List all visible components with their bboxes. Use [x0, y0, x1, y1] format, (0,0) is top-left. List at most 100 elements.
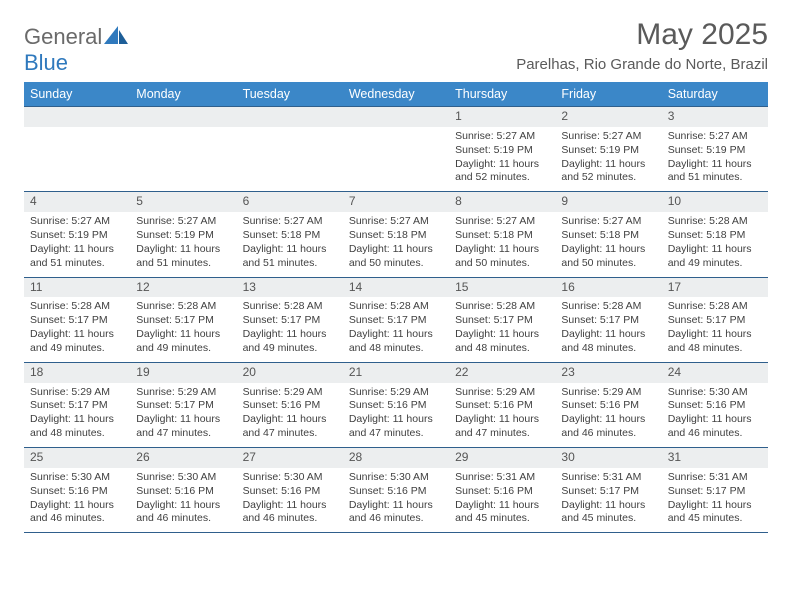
- day-number: 31: [662, 448, 768, 468]
- day-body: Sunrise: 5:29 AMSunset: 5:16 PMDaylight:…: [343, 383, 449, 447]
- day-body: Sunrise: 5:27 AMSunset: 5:18 PMDaylight:…: [237, 212, 343, 276]
- day-number: 15: [449, 278, 555, 298]
- daylight-label: Daylight: 11 hours and 48 minutes.: [561, 328, 655, 356]
- day-body: Sunrise: 5:29 AMSunset: 5:16 PMDaylight:…: [555, 383, 661, 447]
- page-header: General Blue May 2025 Parelhas, Rio Gran…: [24, 18, 768, 76]
- dow-sunday: Sunday: [24, 82, 130, 107]
- day-body: Sunrise: 5:30 AMSunset: 5:16 PMDaylight:…: [130, 468, 236, 532]
- sunrise-label: Sunrise: 5:28 AM: [455, 300, 549, 314]
- day-number: 13: [237, 278, 343, 298]
- day-number: 9: [555, 192, 661, 212]
- daylight-label: Daylight: 11 hours and 50 minutes.: [561, 243, 655, 271]
- month-title: May 2025: [516, 18, 768, 52]
- day-body: Sunrise: 5:27 AMSunset: 5:19 PMDaylight:…: [449, 127, 555, 191]
- day-body: Sunrise: 5:29 AMSunset: 5:17 PMDaylight:…: [24, 383, 130, 447]
- day-cell: 13 Sunrise: 5:28 AMSunset: 5:17 PMDayligh…: [237, 277, 343, 362]
- sunrise-label: Sunrise: 5:27 AM: [561, 215, 655, 229]
- sunset-label: Sunset: 5:17 PM: [455, 314, 549, 328]
- sunset-label: Sunset: 5:16 PM: [455, 485, 549, 499]
- sunset-label: Sunset: 5:17 PM: [243, 314, 337, 328]
- day-body: Sunrise: 5:31 AMSunset: 5:16 PMDaylight:…: [449, 468, 555, 532]
- brand-name: General Blue: [24, 24, 128, 76]
- daylight-label: Daylight: 11 hours and 46 minutes.: [349, 499, 443, 527]
- day-number: 8: [449, 192, 555, 212]
- day-number: 4: [24, 192, 130, 212]
- sunrise-label: Sunrise: 5:29 AM: [136, 386, 230, 400]
- day-body: Sunrise: 5:28 AMSunset: 5:17 PMDaylight:…: [343, 297, 449, 361]
- brand-logo: General Blue: [24, 18, 128, 76]
- day-number: 20: [237, 363, 343, 383]
- day-cell: 7Sunrise: 5:27 AMSunset: 5:18 PMDaylight…: [343, 192, 449, 277]
- day-cell: 20Sunrise: 5:29 AMSunset: 5:16 PMDayligh…: [237, 362, 343, 447]
- sunrise-label: Sunrise: 5:30 AM: [136, 471, 230, 485]
- calendar-page: General Blue May 2025 Parelhas, Rio Gran…: [0, 0, 792, 551]
- daylight-label: Daylight: 11 hours and 49 minutes.: [136, 328, 230, 356]
- day-body: Sunrise: 5:28 AMSunset: 5:17 PMDaylight:…: [555, 297, 661, 361]
- day-number: 10: [662, 192, 768, 212]
- sunset-label: Sunset: 5:16 PM: [349, 485, 443, 499]
- day-cell: 8Sunrise: 5:27 AMSunset: 5:18 PMDaylight…: [449, 192, 555, 277]
- calendar-table: Sunday Monday Tuesday Wednesday Thursday…: [24, 82, 768, 533]
- day-body: Sunrise: 5:30 AMSunset: 5:16 PMDaylight:…: [24, 468, 130, 532]
- sunrise-label: Sunrise: 5:28 AM: [561, 300, 655, 314]
- daylight-label: Daylight: 11 hours and 51 minutes.: [30, 243, 124, 271]
- dow-monday: Monday: [130, 82, 236, 107]
- sunrise-label: Sunrise: 5:27 AM: [30, 215, 124, 229]
- day-cell: 2Sunrise: 5:27 AMSunset: 5:19 PMDaylight…: [555, 107, 661, 192]
- sunrise-label: Sunrise: 5:27 AM: [349, 215, 443, 229]
- day-cell: 16Sunrise: 5:28 AMSunset: 5:17 PMDayligh…: [555, 277, 661, 362]
- day-number: 25: [24, 448, 130, 468]
- daylight-label: Daylight: 11 hours and 48 minutes.: [30, 413, 124, 441]
- day-body: Sunrise: 5:27 AMSunset: 5:19 PMDaylight:…: [24, 212, 130, 276]
- daylight-label: Daylight: 11 hours and 51 minutes.: [243, 243, 337, 271]
- day-number: 1: [449, 107, 555, 127]
- daylight-label: Daylight: 11 hours and 47 minutes.: [349, 413, 443, 441]
- day-cell: 17Sunrise: 5:28 AMSunset: 5:17 PMDayligh…: [662, 277, 768, 362]
- day-cell: 10Sunrise: 5:28 AMSunset: 5:18 PMDayligh…: [662, 192, 768, 277]
- day-number: 24: [662, 363, 768, 383]
- sunset-label: Sunset: 5:19 PM: [455, 144, 549, 158]
- sunset-label: Sunset: 5:17 PM: [136, 399, 230, 413]
- sunset-label: Sunset: 5:16 PM: [668, 399, 762, 413]
- daylight-label: Daylight: 11 hours and 52 minutes.: [455, 158, 549, 186]
- day-body: Sunrise: 5:30 AMSunset: 5:16 PMDaylight:…: [662, 383, 768, 447]
- day-number: 2: [555, 107, 661, 127]
- day-number: 16: [555, 278, 661, 298]
- sunset-label: Sunset: 5:18 PM: [455, 229, 549, 243]
- day-cell: 27Sunrise: 5:30 AMSunset: 5:16 PMDayligh…: [237, 448, 343, 533]
- sunrise-label: Sunrise: 5:27 AM: [455, 215, 549, 229]
- sunrise-label: Sunrise: 5:29 AM: [30, 386, 124, 400]
- day-number: 3: [662, 107, 768, 127]
- day-cell: 5Sunrise: 5:27 AMSunset: 5:19 PMDaylight…: [130, 192, 236, 277]
- day-number: 23: [555, 363, 661, 383]
- title-block: May 2025 Parelhas, Rio Grande do Norte, …: [516, 18, 768, 73]
- day-number: 27: [237, 448, 343, 468]
- day-body: Sunrise: 5:29 AMSunset: 5:17 PMDaylight:…: [130, 383, 236, 447]
- sunset-label: Sunset: 5:19 PM: [30, 229, 124, 243]
- daylight-label: Daylight: 11 hours and 52 minutes.: [561, 158, 655, 186]
- sunrise-label: Sunrise: 5:28 AM: [243, 300, 337, 314]
- day-number: 19: [130, 363, 236, 383]
- daylight-label: Daylight: 11 hours and 46 minutes.: [30, 499, 124, 527]
- day-body: [237, 127, 343, 187]
- day-cell: 4Sunrise: 5:27 AMSunset: 5:19 PMDaylight…: [24, 192, 130, 277]
- sunset-label: Sunset: 5:16 PM: [455, 399, 549, 413]
- sunrise-label: Sunrise: 5:28 AM: [30, 300, 124, 314]
- sunset-label: Sunset: 5:16 PM: [30, 485, 124, 499]
- sunset-label: Sunset: 5:18 PM: [349, 229, 443, 243]
- sunrise-label: Sunrise: 5:29 AM: [561, 386, 655, 400]
- day-number: 21: [343, 363, 449, 383]
- day-cell: 1Sunrise: 5:27 AMSunset: 5:19 PMDaylight…: [449, 107, 555, 192]
- sunset-label: Sunset: 5:18 PM: [561, 229, 655, 243]
- day-cell: 3Sunrise: 5:27 AMSunset: 5:19 PMDaylight…: [662, 107, 768, 192]
- daylight-label: Daylight: 11 hours and 48 minutes.: [455, 328, 549, 356]
- daylight-label: Daylight: 11 hours and 49 minutes.: [30, 328, 124, 356]
- sunrise-label: Sunrise: 5:27 AM: [561, 130, 655, 144]
- sunrise-label: Sunrise: 5:29 AM: [455, 386, 549, 400]
- daylight-label: Daylight: 11 hours and 49 minutes.: [243, 328, 337, 356]
- daylight-label: Daylight: 11 hours and 47 minutes.: [136, 413, 230, 441]
- day-cell: 18Sunrise: 5:29 AMSunset: 5:17 PMDayligh…: [24, 362, 130, 447]
- brand-name-b: Blue: [24, 50, 68, 75]
- sunset-label: Sunset: 5:16 PM: [136, 485, 230, 499]
- day-cell: 25Sunrise: 5:30 AMSunset: 5:16 PMDayligh…: [24, 448, 130, 533]
